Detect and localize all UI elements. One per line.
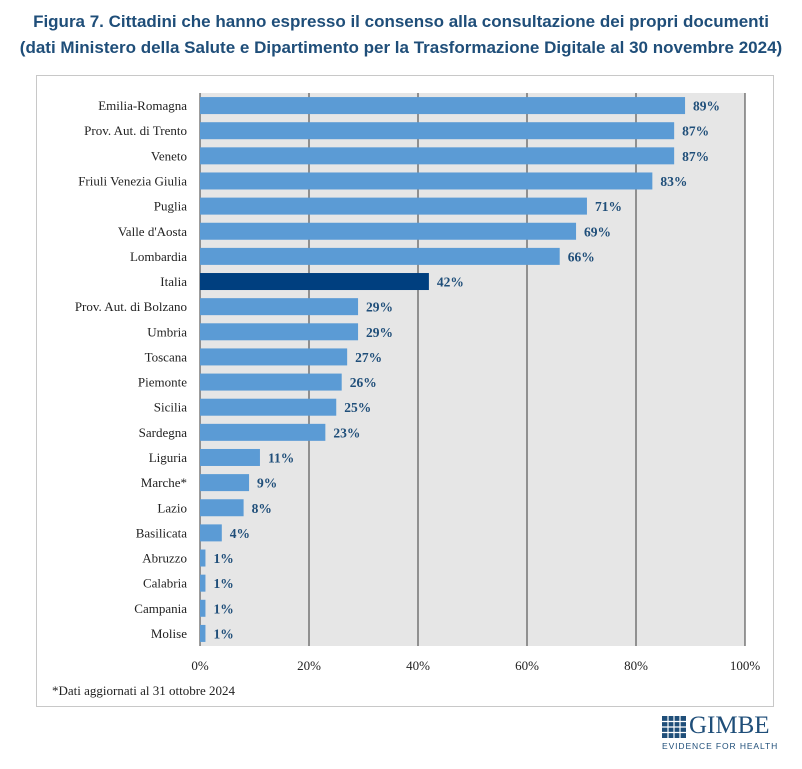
category-label: Emilia-Romagna <box>98 98 187 113</box>
bar <box>200 273 429 291</box>
data-label: 87% <box>682 124 709 139</box>
category-label: Valle d'Aosta <box>118 224 187 239</box>
category-label: Piemonte <box>138 375 187 390</box>
bar <box>200 323 359 341</box>
data-label: 71% <box>595 199 622 214</box>
bar <box>200 147 675 165</box>
bar <box>200 499 244 517</box>
data-label: 26% <box>350 375 377 390</box>
category-label: Prov. Aut. di Trento <box>84 123 187 138</box>
logo-grid-icon <box>662 716 686 738</box>
x-tick-label: 60% <box>515 658 539 673</box>
bar <box>200 624 206 642</box>
footnote: *Dati aggiornati al 31 ottobre 2024 <box>52 683 236 698</box>
bar <box>200 348 348 366</box>
x-tick-label: 40% <box>406 658 430 673</box>
category-label: Prov. Aut. di Bolzano <box>75 299 187 314</box>
data-label: 9% <box>257 476 277 491</box>
gimbe-logo: GIMBE EVIDENCE FOR HEALTH <box>662 712 777 756</box>
bar <box>200 524 222 542</box>
bar <box>200 599 206 617</box>
category-label: Veneto <box>151 148 187 163</box>
bar <box>200 172 653 190</box>
chart-subtitle: (dati Ministero della Salute e Dipartime… <box>19 38 783 57</box>
category-label: Sardegna <box>139 425 188 440</box>
category-label: Calabria <box>143 576 187 591</box>
bar <box>200 373 342 391</box>
data-label: 1% <box>213 551 233 566</box>
data-label: 1% <box>213 626 233 641</box>
chart-title: Figura 7. Cittadini che hanno espresso i… <box>33 12 769 31</box>
data-label: 83% <box>660 174 687 189</box>
data-label: 66% <box>568 249 595 264</box>
category-label: Puglia <box>154 199 187 214</box>
data-label: 89% <box>693 99 720 114</box>
category-label: Lazio <box>157 500 187 515</box>
category-label: Basilicata <box>136 525 187 540</box>
bar <box>200 423 326 441</box>
category-label: Friuli Venezia Giulia <box>78 173 187 188</box>
data-label: 69% <box>584 224 611 239</box>
data-label: 1% <box>213 601 233 616</box>
bar <box>200 247 560 265</box>
category-label: Marche* <box>141 475 187 490</box>
bar <box>200 574 206 592</box>
data-label: 4% <box>230 526 250 541</box>
data-label: 11% <box>268 450 294 465</box>
bar <box>200 398 337 416</box>
logo-tagline: EVIDENCE FOR HEALTH <box>662 741 779 751</box>
category-label: Campania <box>134 601 187 616</box>
x-tick-label: 20% <box>297 658 321 673</box>
category-label: Sicilia <box>154 400 187 415</box>
x-tick-label: 100% <box>730 658 761 673</box>
category-label: Umbria <box>147 324 187 339</box>
bar <box>200 549 206 567</box>
category-label: Toscana <box>145 349 188 364</box>
data-label: 29% <box>366 300 393 315</box>
bar <box>200 474 250 492</box>
bar <box>200 122 675 140</box>
category-label: Liguria <box>149 450 187 465</box>
data-label: 27% <box>355 350 382 365</box>
category-label: Lombardia <box>130 249 187 264</box>
data-label: 25% <box>344 400 371 415</box>
data-label: 23% <box>333 425 360 440</box>
x-tick-label: 0% <box>191 658 209 673</box>
data-label: 87% <box>682 149 709 164</box>
category-label: Molise <box>151 626 187 641</box>
bar <box>200 448 260 466</box>
bar <box>200 222 577 240</box>
data-label: 42% <box>437 275 464 290</box>
bar <box>200 298 359 316</box>
data-label: 8% <box>252 501 272 516</box>
x-tick-label: 80% <box>624 658 648 673</box>
bar <box>200 97 686 115</box>
data-label: 1% <box>213 576 233 591</box>
category-label: Italia <box>160 274 187 289</box>
data-label: 29% <box>366 325 393 340</box>
bar <box>200 197 587 215</box>
logo-wordmark: GIMBE <box>689 712 770 739</box>
category-label: Abruzzo <box>142 551 187 566</box>
